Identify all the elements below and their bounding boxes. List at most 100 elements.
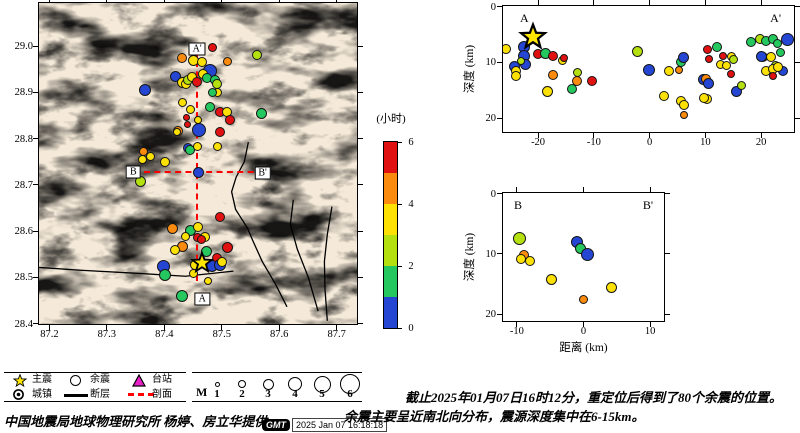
aftershock-dot [722,61,732,71]
aftershock-dot [204,102,215,113]
aftershock-dot [704,55,713,63]
aftershock-dot [196,57,207,68]
axis-tick [358,45,363,47]
tick-label: -10 [509,326,524,337]
tick-label: 2 [408,261,414,272]
colorbar-segment [384,266,397,297]
axis-tick [795,61,800,63]
axis-tick [398,141,402,143]
axis-tick [278,325,280,330]
aftershock-dot [728,54,738,64]
aftershock-dot [547,50,558,61]
aftershock-dot [503,43,511,54]
profile-line-icon [128,393,154,396]
cross-section-BB-plot [502,192,665,322]
aftershock-dot [215,211,226,222]
aftershock-dot [586,75,597,86]
magnitude-number: 2 [239,388,245,400]
gmt-logo: GMT [262,419,290,431]
aftershock-dot [674,65,683,74]
axis-tick [33,138,38,140]
axis-tick [760,0,762,5]
tick-label: 10 [700,137,711,148]
magnitude-circle-6 [340,374,360,394]
axis-tick [665,253,670,255]
aftershock-dot [221,242,233,254]
axis-tick [649,187,651,192]
magnitude-circle-1 [214,381,220,387]
axis-tick [497,61,502,63]
legend-town-label: 城镇 [32,389,52,400]
note-line-2: 余震主要呈近南北向分布，震源深度集中在6-15km。 [344,409,645,424]
tick-label: 87.7 [327,329,346,340]
axis-tick [665,313,670,315]
tick-label: 10 [485,57,497,69]
tick-label: 28.6 [14,226,33,237]
axis-tick [516,187,518,192]
aftershock-dot [663,66,674,77]
tick-label: 28.7 [14,179,33,191]
aftershock-dot [208,87,218,97]
profile-label-a-bottom: A [194,292,210,306]
aftershock-dot [192,77,203,88]
aftershock-dot [145,152,155,162]
tick-label: 0 [408,323,414,334]
aftershock-dot [776,47,786,57]
map-plot-area: A' A B B' [38,2,358,325]
aftershock-dot [216,257,227,268]
aftershock-dot [659,90,670,101]
aftershock-dot [605,281,617,293]
aftershock-dot [191,122,206,137]
axis-tick [398,327,402,329]
axis-tick [795,117,800,119]
aftershock-dot [251,50,262,61]
axis-tick [358,230,363,232]
fault-line-icon [64,394,88,397]
axis-tick [33,91,38,93]
tick-label: 20 [755,137,767,148]
aftershock-dot [727,69,736,78]
aftershock-dot [177,52,188,63]
aftershock-dot [224,114,235,125]
gmt-timestamp: 2025 Jan 07 16:18:18 [292,418,388,432]
map-panel: A' A B B' 87.2 87.3 87.4 87.5 87.6 87.7 29.0 28.9 2… [15,0,363,340]
section-b-ylabel: 深度 (km) [464,232,476,282]
fault-polyline [323,206,333,321]
tick-label: 87.4 [155,329,174,340]
axis-tick [760,133,762,138]
tick-label: 4 [408,199,414,210]
magnitude-circle-3 [262,378,274,390]
colorbar-segment [384,235,397,266]
aftershock-dot [176,290,189,303]
axis-tick [583,187,584,192]
tick-label: 10 [485,248,497,260]
aftershock-dot [548,69,559,80]
magnitude-circle-4 [288,377,302,391]
tick-label: 87.3 [97,329,117,340]
profile-label-a-top: A' [188,42,206,56]
profile-label-b-right: B' [254,166,271,180]
aftershock-dot [166,223,178,235]
axis-tick [665,193,670,194]
axis-tick [537,0,539,5]
axis-tick [593,133,595,138]
tick-label: -10 [586,137,601,148]
aftershock-dot [511,70,522,81]
aftershock-dot [159,156,170,167]
axis-tick [221,325,223,330]
magnitude-number: 3 [265,388,271,400]
legend-magnitude-box: M 1 2 3 4 5 6 [192,372,362,402]
magnitude-circle-2 [238,380,246,388]
axis-tick [163,0,165,2]
axis-tick [278,0,280,2]
aftershock-dot [643,63,656,76]
aftershock-dot [567,84,578,95]
tick-label: 20 [485,309,497,321]
aftershock-dot [516,57,525,66]
axis-tick [398,203,402,205]
tick-label: 28.5 [14,272,33,284]
section-b-xlabel: 距离 (km) [559,342,608,354]
tick-label: 28.9 [14,87,33,99]
profile-label-b-left: B [126,165,141,179]
aftershock-dot [772,61,783,72]
